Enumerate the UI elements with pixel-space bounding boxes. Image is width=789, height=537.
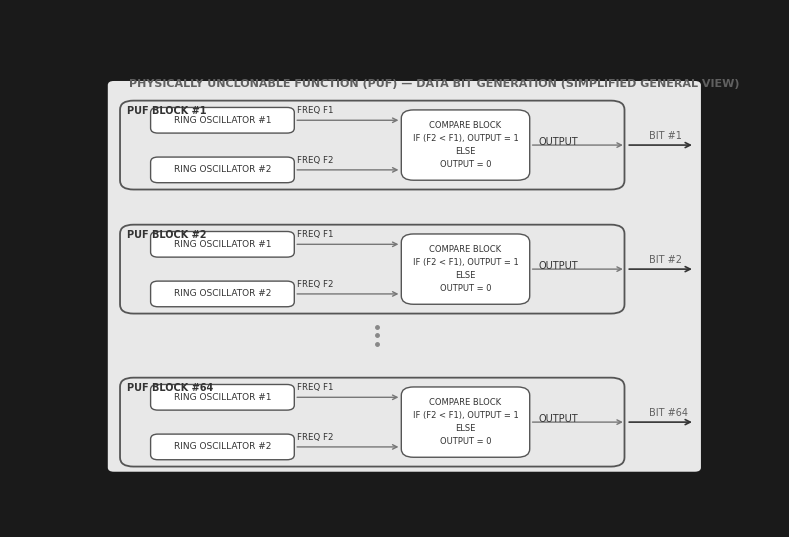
FancyBboxPatch shape — [151, 384, 294, 410]
FancyBboxPatch shape — [402, 110, 529, 180]
FancyBboxPatch shape — [151, 157, 294, 183]
Text: OUTPUT = 0: OUTPUT = 0 — [439, 161, 492, 169]
Text: ELSE: ELSE — [455, 271, 476, 280]
Text: RING OSCILLATOR #1: RING OSCILLATOR #1 — [174, 116, 271, 125]
Text: RING OSCILLATOR #2: RING OSCILLATOR #2 — [174, 442, 271, 452]
Text: COMPARE BLOCK: COMPARE BLOCK — [429, 398, 502, 407]
Text: FREQ F1: FREQ F1 — [297, 106, 334, 115]
Text: PHYSICALLY UNCLONABLE FUNCTION (PUF) — DATA BIT GENERATION (SIMPLIFIED GENERAL V: PHYSICALLY UNCLONABLE FUNCTION (PUF) — D… — [129, 79, 740, 89]
Text: RING OSCILLATOR #1: RING OSCILLATOR #1 — [174, 393, 271, 402]
Text: BIT #1: BIT #1 — [649, 131, 682, 141]
Text: BIT #64: BIT #64 — [649, 408, 688, 418]
FancyBboxPatch shape — [120, 378, 625, 467]
FancyBboxPatch shape — [151, 107, 294, 133]
Text: RING OSCILLATOR #2: RING OSCILLATOR #2 — [174, 289, 271, 299]
Text: FREQ F1: FREQ F1 — [297, 230, 334, 239]
Text: FREQ F2: FREQ F2 — [297, 432, 334, 441]
FancyBboxPatch shape — [120, 100, 625, 190]
Text: COMPARE BLOCK: COMPARE BLOCK — [429, 121, 502, 130]
Text: OUTPUT: OUTPUT — [539, 414, 578, 424]
Text: PUF BLOCK #1: PUF BLOCK #1 — [127, 106, 207, 115]
Text: FREQ F2: FREQ F2 — [297, 280, 334, 288]
Text: OUTPUT: OUTPUT — [539, 137, 578, 147]
FancyBboxPatch shape — [151, 434, 294, 460]
Text: IF (F2 < F1), OUTPUT = 1: IF (F2 < F1), OUTPUT = 1 — [413, 134, 518, 143]
Text: FREQ F2: FREQ F2 — [297, 156, 334, 164]
FancyBboxPatch shape — [402, 387, 529, 458]
Text: OUTPUT: OUTPUT — [539, 261, 578, 271]
Text: IF (F2 < F1), OUTPUT = 1: IF (F2 < F1), OUTPUT = 1 — [413, 258, 518, 267]
Text: ELSE: ELSE — [455, 147, 476, 156]
FancyBboxPatch shape — [151, 231, 294, 257]
Text: OUTPUT = 0: OUTPUT = 0 — [439, 285, 492, 293]
Text: PUF BLOCK #64: PUF BLOCK #64 — [127, 383, 214, 393]
Text: IF (F2 < F1), OUTPUT = 1: IF (F2 < F1), OUTPUT = 1 — [413, 411, 518, 420]
FancyBboxPatch shape — [120, 224, 625, 314]
Text: OUTPUT = 0: OUTPUT = 0 — [439, 438, 492, 446]
FancyBboxPatch shape — [108, 81, 701, 471]
Text: BIT #2: BIT #2 — [649, 255, 682, 265]
Text: RING OSCILLATOR #2: RING OSCILLATOR #2 — [174, 165, 271, 175]
Text: ELSE: ELSE — [455, 424, 476, 433]
Text: RING OSCILLATOR #1: RING OSCILLATOR #1 — [174, 240, 271, 249]
Text: PUF BLOCK #2: PUF BLOCK #2 — [127, 230, 207, 240]
FancyBboxPatch shape — [402, 234, 529, 304]
FancyBboxPatch shape — [151, 281, 294, 307]
Text: FREQ F1: FREQ F1 — [297, 383, 334, 392]
Text: COMPARE BLOCK: COMPARE BLOCK — [429, 245, 502, 254]
